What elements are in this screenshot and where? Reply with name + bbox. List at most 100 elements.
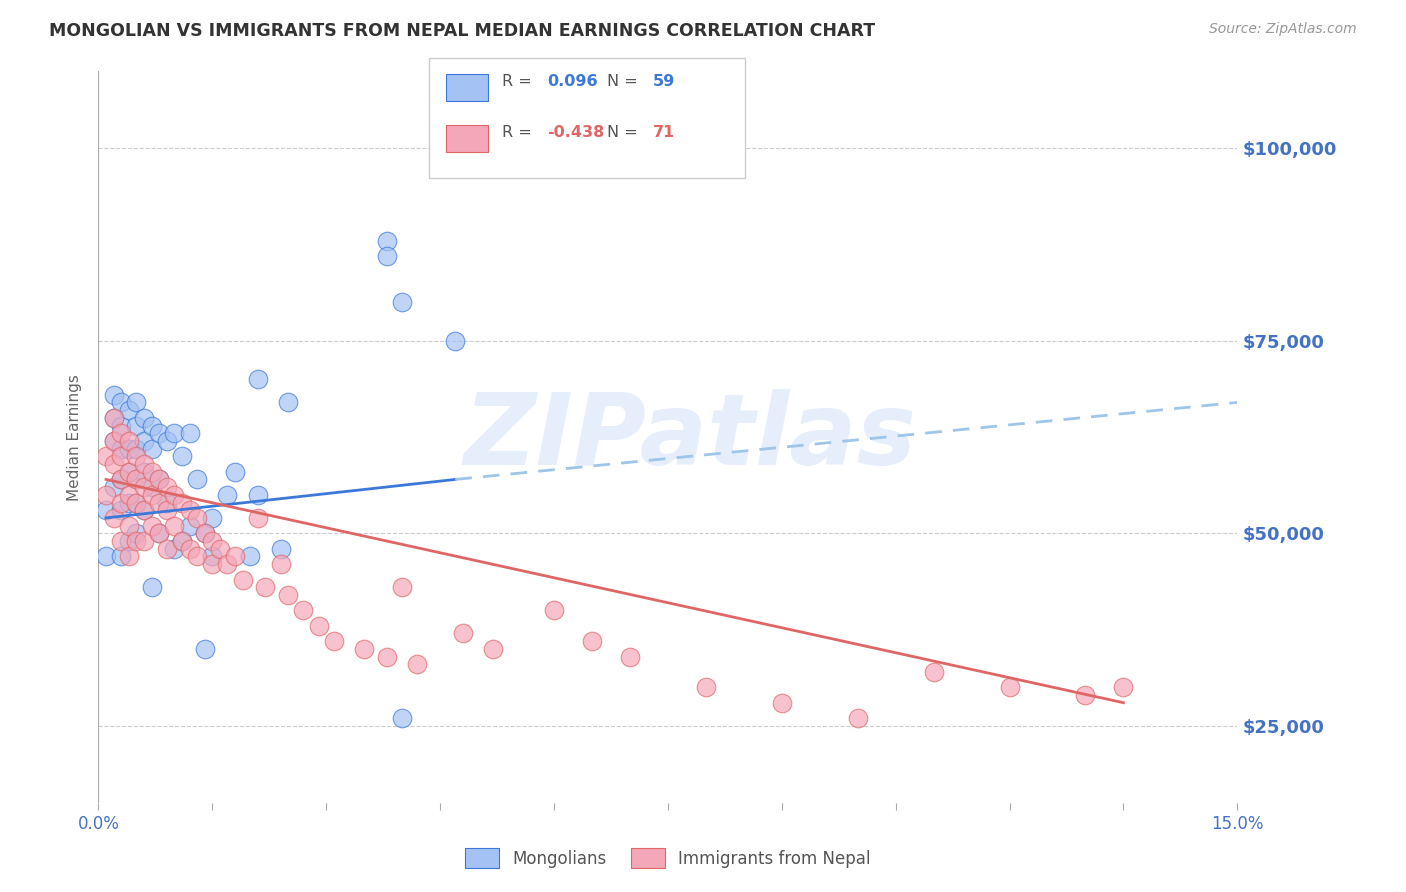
Point (217, 488, 239, 502)
Point (103, 410, 125, 425)
Point (254, 580, 277, 594)
Point (125, 395, 148, 409)
Point (132, 534, 155, 549)
Point (118, 434, 141, 448)
Point (110, 426, 132, 441)
Point (277, 395, 299, 409)
Point (110, 503, 132, 517)
Point (695, 681, 717, 695)
Point (156, 480, 179, 494)
Point (308, 618, 330, 632)
Point (156, 503, 179, 517)
Point (132, 503, 155, 517)
Point (270, 557, 292, 571)
Text: Source: ZipAtlas.com: Source: ZipAtlas.com (1209, 22, 1357, 37)
Point (125, 472, 148, 486)
Point (224, 465, 246, 479)
Point (179, 503, 201, 517)
Point (208, 541, 231, 556)
Point (170, 450, 193, 464)
Point (141, 442, 163, 456)
Point (194, 526, 217, 541)
Point (94, 549, 117, 564)
Point (322, 634, 344, 648)
Point (391, 580, 413, 594)
Point (132, 480, 155, 494)
Point (103, 457, 125, 471)
Point (170, 534, 193, 549)
Point (619, 649, 641, 664)
Point (163, 541, 186, 556)
Point (110, 472, 132, 486)
Point (246, 372, 269, 386)
Point (201, 557, 224, 571)
Point (118, 518, 141, 533)
Point (270, 541, 292, 556)
Point (110, 549, 132, 564)
Text: ZIPatlas: ZIPatlas (464, 389, 917, 485)
Point (201, 511, 224, 525)
Text: R =: R = (502, 125, 537, 139)
Point (148, 472, 170, 486)
Point (118, 495, 141, 509)
Point (141, 488, 163, 502)
Point (186, 472, 208, 486)
Point (375, 234, 398, 248)
Point (125, 495, 148, 509)
Point (103, 511, 125, 525)
Point (132, 503, 155, 517)
Point (391, 711, 413, 725)
Point (156, 495, 179, 509)
Text: N =: N = (607, 74, 644, 88)
Point (103, 410, 125, 425)
Point (543, 603, 565, 617)
Text: R =: R = (502, 74, 537, 88)
Point (141, 418, 163, 433)
Point (110, 450, 132, 464)
Point (118, 465, 141, 479)
Point (132, 465, 155, 479)
Point (125, 450, 148, 464)
Point (148, 526, 170, 541)
Point (118, 442, 141, 456)
Point (132, 434, 155, 448)
Point (482, 641, 505, 656)
Point (156, 434, 179, 448)
Point (163, 518, 186, 533)
Point (141, 465, 163, 479)
Legend: Mongolians, Immigrants from Nepal: Mongolians, Immigrants from Nepal (465, 848, 870, 868)
Point (246, 488, 269, 502)
Point (132, 410, 155, 425)
Point (186, 549, 208, 564)
Point (224, 549, 246, 564)
Point (292, 603, 315, 617)
Point (406, 657, 429, 672)
Point (94, 450, 117, 464)
Point (846, 711, 869, 725)
Point (125, 472, 148, 486)
Point (1074, 688, 1097, 702)
Text: 71: 71 (652, 125, 675, 139)
Point (94, 488, 117, 502)
Point (148, 472, 170, 486)
Point (451, 626, 474, 640)
Point (103, 434, 125, 448)
Point (1112, 681, 1135, 695)
Y-axis label: Median Earnings: Median Earnings (67, 374, 83, 500)
Point (201, 534, 224, 549)
Point (179, 518, 201, 533)
Point (353, 641, 375, 656)
Point (118, 534, 141, 549)
Point (922, 665, 945, 679)
Point (179, 541, 201, 556)
Point (110, 395, 132, 409)
Point (194, 641, 217, 656)
Point (170, 534, 193, 549)
Point (148, 526, 170, 541)
Text: MONGOLIAN VS IMMIGRANTS FROM NEPAL MEDIAN EARNINGS CORRELATION CHART: MONGOLIAN VS IMMIGRANTS FROM NEPAL MEDIA… (49, 22, 876, 40)
Point (998, 681, 1021, 695)
Point (163, 426, 186, 441)
Point (110, 472, 132, 486)
Point (375, 249, 398, 263)
Point (103, 434, 125, 448)
